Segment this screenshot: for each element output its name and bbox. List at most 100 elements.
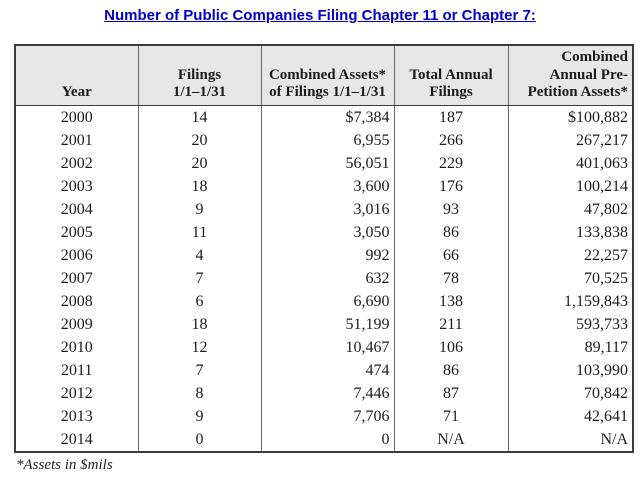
jan-combined-assets-cell: 10,467: [260, 335, 394, 359]
jan-filings-cell: 18: [137, 312, 261, 336]
total-annual-filings-cell: 266: [393, 128, 508, 152]
jan-combined-assets-cell: 7,446: [260, 381, 394, 405]
table-row: 2014 0 0 N/A N/A: [15, 427, 633, 452]
total-annual-filings-cell: 106: [393, 335, 508, 359]
jan-filings-cell: 11: [137, 220, 261, 244]
jan-combined-assets-cell: 6,955: [260, 128, 394, 152]
table-row: 2012 8 7,446 87 70,842: [15, 381, 633, 405]
filings-table: Year Filings 1/1–1/31 Combined Assets* o…: [14, 44, 634, 453]
year-cell: 2005: [60, 223, 93, 241]
jan-filings-cell: 0: [137, 427, 261, 452]
year-cell: 2006: [60, 246, 93, 264]
header-row: Year Filings 1/1–1/31 Combined Assets* o…: [15, 45, 633, 106]
pre-petition-assets-cell: 22,257: [507, 243, 633, 267]
total-annual-filings-cell: 93: [393, 197, 508, 221]
header-label: Year: [61, 84, 92, 100]
jan-combined-assets-cell: 3,050: [260, 220, 394, 244]
col-header-pre-petition-assets: Combined Annual Pre- Petition Assets*: [507, 45, 633, 106]
jan-filings-cell: 12: [137, 335, 261, 359]
jan-filings-cell: 7: [137, 358, 261, 382]
pre-petition-assets-cell: 133,838: [507, 220, 633, 244]
year-cell: 2000: [60, 108, 93, 126]
header-label: Petition Assets*: [527, 84, 628, 100]
jan-combined-assets-cell: 7,706: [260, 404, 394, 428]
year-cell: 2013: [60, 407, 93, 425]
header-label: Filings: [177, 66, 222, 83]
total-annual-filings-cell: 187: [393, 105, 508, 129]
year-cell: 2012: [60, 384, 93, 402]
jan-filings-cell: 8: [137, 381, 261, 405]
total-annual-filings-cell: 138: [393, 289, 508, 313]
year-cell: 2004: [60, 200, 93, 218]
header-label: Total Annual: [409, 66, 493, 83]
total-annual-filings-cell: 86: [393, 220, 508, 244]
jan-combined-assets-cell: 992: [260, 243, 394, 267]
table-row: 2002 20 56,051 229 401,063: [15, 151, 633, 175]
table-row: 2009 18 51,199 211 593,733: [15, 312, 633, 336]
jan-combined-assets-cell: 0: [260, 427, 394, 452]
total-annual-filings-cell: N/A: [393, 427, 508, 452]
pre-petition-assets-cell: 70,525: [507, 266, 633, 290]
jan-filings-cell: 6: [137, 289, 261, 313]
header-label: Combined: [561, 49, 628, 65]
table-row: 2005 11 3,050 86 133,838: [15, 220, 633, 244]
pre-petition-assets-cell: 267,217: [507, 128, 633, 152]
table-row: 2004 9 3,016 93 47,802: [15, 197, 633, 221]
total-annual-filings-cell: 86: [393, 358, 508, 382]
table-row: 2013 9 7,706 71 42,641: [15, 404, 633, 428]
year-cell: 2008: [60, 292, 93, 310]
year-cell: 2009: [60, 315, 93, 333]
table-row: 2008 6 6,690 138 1,159,843: [15, 289, 633, 313]
jan-filings-cell: 18: [137, 174, 261, 198]
col-header-jan-combined-assets: Combined Assets* of Filings 1/1–1/31: [260, 45, 394, 106]
year-cell: 2011: [61, 361, 93, 379]
jan-filings-cell: 14: [137, 105, 261, 129]
table-row: 2010 12 10,467 106 89,117: [15, 335, 633, 359]
pre-petition-assets-cell: 103,990: [507, 358, 633, 382]
pre-petition-assets-cell: 1,159,843: [507, 289, 633, 313]
header-label: of Filings 1/1–1/31: [269, 84, 386, 100]
pre-petition-assets-cell: 70,842: [507, 381, 633, 405]
total-annual-filings-cell: 229: [393, 151, 508, 175]
table-row: 2007 7 632 78 70,525: [15, 266, 633, 290]
table-row: 2000 14 $7,384 187 $100,882: [15, 105, 633, 129]
col-header-year: Year: [15, 45, 138, 106]
total-annual-filings-cell: 211: [393, 312, 508, 336]
total-annual-filings-cell: 66: [393, 243, 508, 267]
total-annual-filings-cell: 78: [393, 266, 508, 290]
page-title-link[interactable]: Number of Public Companies Filing Chapte…: [104, 7, 536, 24]
jan-combined-assets-cell: 6,690: [260, 289, 394, 313]
pre-petition-assets-cell: 42,641: [507, 404, 633, 428]
jan-filings-cell: 9: [137, 404, 261, 428]
col-header-jan-filings: Filings 1/1–1/31: [137, 45, 261, 106]
total-annual-filings-cell: 71: [393, 404, 508, 428]
year-cell: 2007: [60, 269, 93, 287]
year-cell: 2014: [60, 430, 93, 448]
header-label: Annual Pre-: [549, 66, 628, 83]
jan-filings-cell: 20: [137, 151, 261, 175]
total-annual-filings-cell: 87: [393, 381, 508, 405]
assets-footnote: *Assets in $mils: [16, 457, 113, 473]
year-cell: 2003: [60, 177, 93, 195]
pre-petition-assets-cell: 593,733: [507, 312, 633, 336]
header-label: Combined Assets*: [268, 66, 387, 83]
pre-petition-assets-cell: 100,214: [507, 174, 633, 198]
jan-combined-assets-cell: 474: [260, 358, 394, 382]
year-cell: 2001: [60, 131, 93, 149]
col-header-total-annual-filings: Total Annual Filings: [393, 45, 508, 106]
jan-combined-assets-cell: 632: [260, 266, 394, 290]
pre-petition-assets-cell: 89,117: [507, 335, 633, 359]
header-label: 1/1–1/31: [172, 84, 227, 100]
table-row: 2001 20 6,955 266 267,217: [15, 128, 633, 152]
pre-petition-assets-cell: N/A: [507, 427, 633, 452]
table-row: 2011 7 474 86 103,990: [15, 358, 633, 382]
jan-filings-cell: 7: [137, 266, 261, 290]
header-label: Filings: [429, 84, 473, 100]
jan-combined-assets-cell: 56,051: [260, 151, 394, 175]
table-header: Year Filings 1/1–1/31 Combined Assets* o…: [15, 45, 633, 106]
table-row: 2006 4 992 66 22,257: [15, 243, 633, 267]
jan-combined-assets-cell: 51,199: [260, 312, 394, 336]
table-row: 2003 18 3,600 176 100,214: [15, 174, 633, 198]
jan-combined-assets-cell: 3,600: [260, 174, 394, 198]
